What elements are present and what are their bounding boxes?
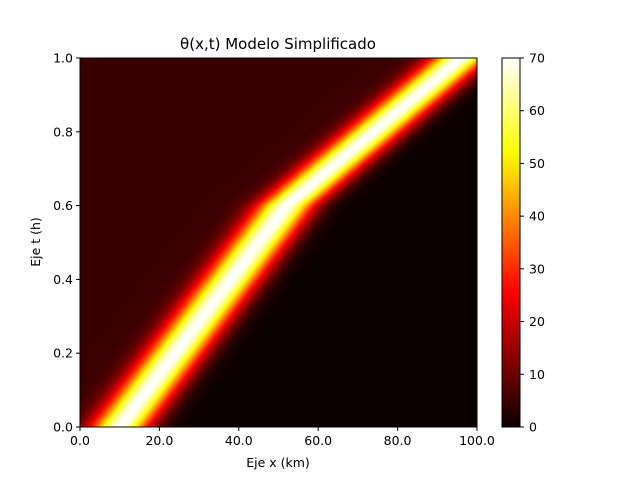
y-tick-label: 0.8 xyxy=(53,124,73,139)
y-tick-label: 0.6 xyxy=(53,198,73,213)
colorbar-frame xyxy=(501,57,521,428)
x-tick-label: 40.0 xyxy=(225,433,253,448)
colorbar-tick-label: 20 xyxy=(529,314,545,329)
y-tick-label: 0.0 xyxy=(53,420,73,435)
colorbar-tick-label: 30 xyxy=(529,261,545,276)
x-tick-label: 80.0 xyxy=(384,433,412,448)
x-tick-label: 0.0 xyxy=(70,433,90,448)
y-axis-ticks: 0.0 0.2 0.4 0.6 0.8 1.0 xyxy=(53,51,80,435)
colorbar-tick-label: 40 xyxy=(529,209,545,224)
heatmap-plot-area xyxy=(79,57,478,428)
plot-frame xyxy=(79,57,478,428)
y-tick-label: 0.4 xyxy=(53,272,73,287)
colorbar: 0 10 20 30 40 50 60 70 xyxy=(501,51,545,435)
x-tick-label: 60.0 xyxy=(304,433,332,448)
colorbar-gradient xyxy=(502,58,520,427)
colorbar-ticks: 0 10 20 30 40 50 60 70 xyxy=(520,51,545,435)
colorbar-tick-label: 60 xyxy=(529,103,545,118)
x-tick-label: 20.0 xyxy=(145,433,173,448)
y-axis-label: Eje t (h) xyxy=(28,217,43,267)
heatmap-image xyxy=(80,58,477,427)
colorbar-tick-label: 10 xyxy=(529,367,545,382)
colorbar-tick-label: 50 xyxy=(529,156,545,171)
y-tick-label: 1.0 xyxy=(53,51,73,66)
y-tick-label: 0.2 xyxy=(53,346,73,361)
colorbar-tick-label: 70 xyxy=(529,51,545,66)
x-axis-label: Eje x (km) xyxy=(246,455,310,470)
colorbar-tick-label: 0 xyxy=(529,420,537,435)
x-axis-ticks: 0.0 20.0 40.0 60.0 80.0 100.0 xyxy=(70,427,495,448)
chart-title: θ(x,t) Modelo Simplificado xyxy=(180,35,376,53)
x-tick-label: 100.0 xyxy=(459,433,495,448)
